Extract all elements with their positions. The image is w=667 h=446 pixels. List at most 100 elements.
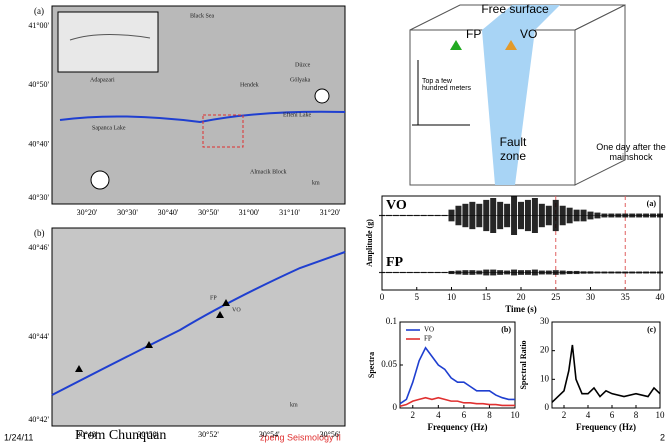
x-tick-label: 10 — [656, 410, 666, 420]
place-label: Black Sea — [190, 13, 214, 19]
x-tick-label: 2 — [562, 410, 567, 420]
lat-tick-label: 40°40' — [28, 139, 49, 148]
y-tick-label: 0 — [545, 402, 550, 412]
zone-note: Fault zone — [499, 135, 527, 163]
time-text: One day after the mainshock — [596, 142, 666, 162]
lat-tick-label: 40°44' — [28, 332, 49, 341]
place-label: Efteni Lake — [283, 111, 311, 118]
depth-note: Top a few hundred meters — [422, 78, 472, 92]
legend-label: VO — [424, 326, 434, 334]
x-tick-label: 0 — [380, 292, 385, 302]
place-label: Düzce — [295, 62, 311, 68]
focal-mechanism — [314, 88, 330, 104]
diagram-label: VO — [520, 27, 537, 41]
panel-label: (b) — [34, 228, 45, 238]
fault-trace — [59, 110, 346, 124]
fault-trace — [51, 251, 346, 396]
lat-tick-label: 40°46' — [28, 243, 49, 252]
fault-diagram — [409, 4, 626, 186]
station — [216, 311, 224, 318]
y-tick-label: 0.05 — [381, 359, 397, 369]
x-tick-label: 2 — [411, 410, 416, 420]
y-axis-title: Amplitude (g) — [365, 219, 374, 267]
y-tick-label: 0 — [393, 402, 398, 412]
inset-map — [57, 11, 159, 73]
zone-text: Fault zone — [499, 135, 527, 163]
lat-tick-label: 41°00' — [28, 21, 49, 30]
place-label: Sapanca Lake — [92, 125, 126, 131]
station — [222, 299, 230, 306]
place-label: km — [290, 402, 298, 408]
x-axis-title: Frequency (Hz) — [427, 422, 487, 432]
block-side — [574, 4, 626, 186]
x-tick-label: 6 — [462, 410, 467, 420]
panel-label: (a) — [647, 199, 657, 208]
x-tick-label: 5 — [415, 292, 420, 302]
x-tick-label: 20 — [517, 292, 527, 302]
fp-marker — [450, 40, 462, 50]
x-tick-label: 8 — [634, 410, 639, 420]
lat-tick-label: 40°50' — [28, 80, 49, 89]
x-tick-label: 6 — [610, 410, 615, 420]
zoom-box — [202, 114, 244, 148]
place-label: FP — [210, 295, 217, 301]
x-tick-label: 4 — [436, 410, 441, 420]
diagram-label: FP — [466, 27, 481, 41]
lon-tick-label: 31°20' — [320, 208, 341, 217]
data-line — [551, 344, 661, 403]
diagram-title: Free surface — [481, 2, 549, 16]
x-tick-label: 40 — [656, 292, 666, 302]
station — [145, 341, 153, 348]
footer-date: 1/24/11 — [4, 432, 33, 442]
lon-tick-label: 30°40' — [158, 208, 179, 217]
y-tick-label: 20 — [540, 345, 550, 355]
panel-label: (c) — [647, 325, 656, 334]
lon-tick-label: 30°20' — [77, 208, 98, 217]
x-tick-label: 25 — [551, 292, 561, 302]
depth-text: Top a few hundred meters — [422, 78, 472, 92]
data-line — [399, 396, 515, 408]
x-axis-title: Time (s) — [505, 304, 537, 314]
focal-mechanism — [90, 170, 110, 190]
trace-label: FP — [386, 255, 404, 270]
x-tick-label: 8 — [487, 410, 492, 420]
footer-course: zpeng Seismology II — [260, 432, 341, 442]
x-tick-label: 10 — [511, 410, 521, 420]
lat-tick-label: 40°42' — [28, 415, 49, 424]
panel-label: (b) — [501, 325, 511, 334]
map-b — [51, 227, 346, 427]
x-tick-label: 15 — [482, 292, 492, 302]
place-label: Hendek — [240, 82, 259, 88]
place-label: Gölyaka — [290, 77, 311, 83]
x-axis-title: Frequency (Hz) — [576, 422, 636, 432]
y-tick-label: 0.1 — [386, 316, 397, 326]
footer-page: 2 — [660, 432, 665, 442]
lat-tick-label: 40°30' — [28, 193, 49, 202]
panel-label: (a) — [34, 6, 44, 16]
y-tick-label: 30 — [540, 316, 550, 326]
lon-tick-label: 30°50' — [198, 208, 219, 217]
place-label: Adapazari — [90, 77, 115, 83]
y-tick-label: 10 — [540, 373, 550, 383]
place-label: km — [312, 180, 320, 186]
plot-frame — [551, 321, 661, 409]
lon-tick-label: 31°00' — [239, 208, 260, 217]
trace-label: VO — [386, 198, 407, 213]
lon-tick-label: 30°56' — [320, 430, 341, 439]
vo-marker — [505, 40, 517, 50]
footer-credit: From Chunquan — [75, 428, 166, 443]
lon-tick-label: 30°48' — [77, 430, 98, 439]
lon-tick-label: 30°30' — [117, 208, 138, 217]
place-label: VO — [232, 307, 241, 313]
lon-tick-label: 31°10' — [279, 208, 300, 217]
y-axis-title: Spectral Ratio — [519, 340, 528, 389]
x-tick-label: 30 — [586, 292, 596, 302]
place-label: Almacik Block — [250, 169, 287, 175]
inset-coast — [69, 33, 151, 41]
x-tick-label: 35 — [621, 292, 631, 302]
y-axis-title: Spectra — [367, 352, 376, 378]
time-note: One day after the mainshock — [596, 142, 666, 162]
lon-tick-label: 30°52' — [198, 430, 219, 439]
